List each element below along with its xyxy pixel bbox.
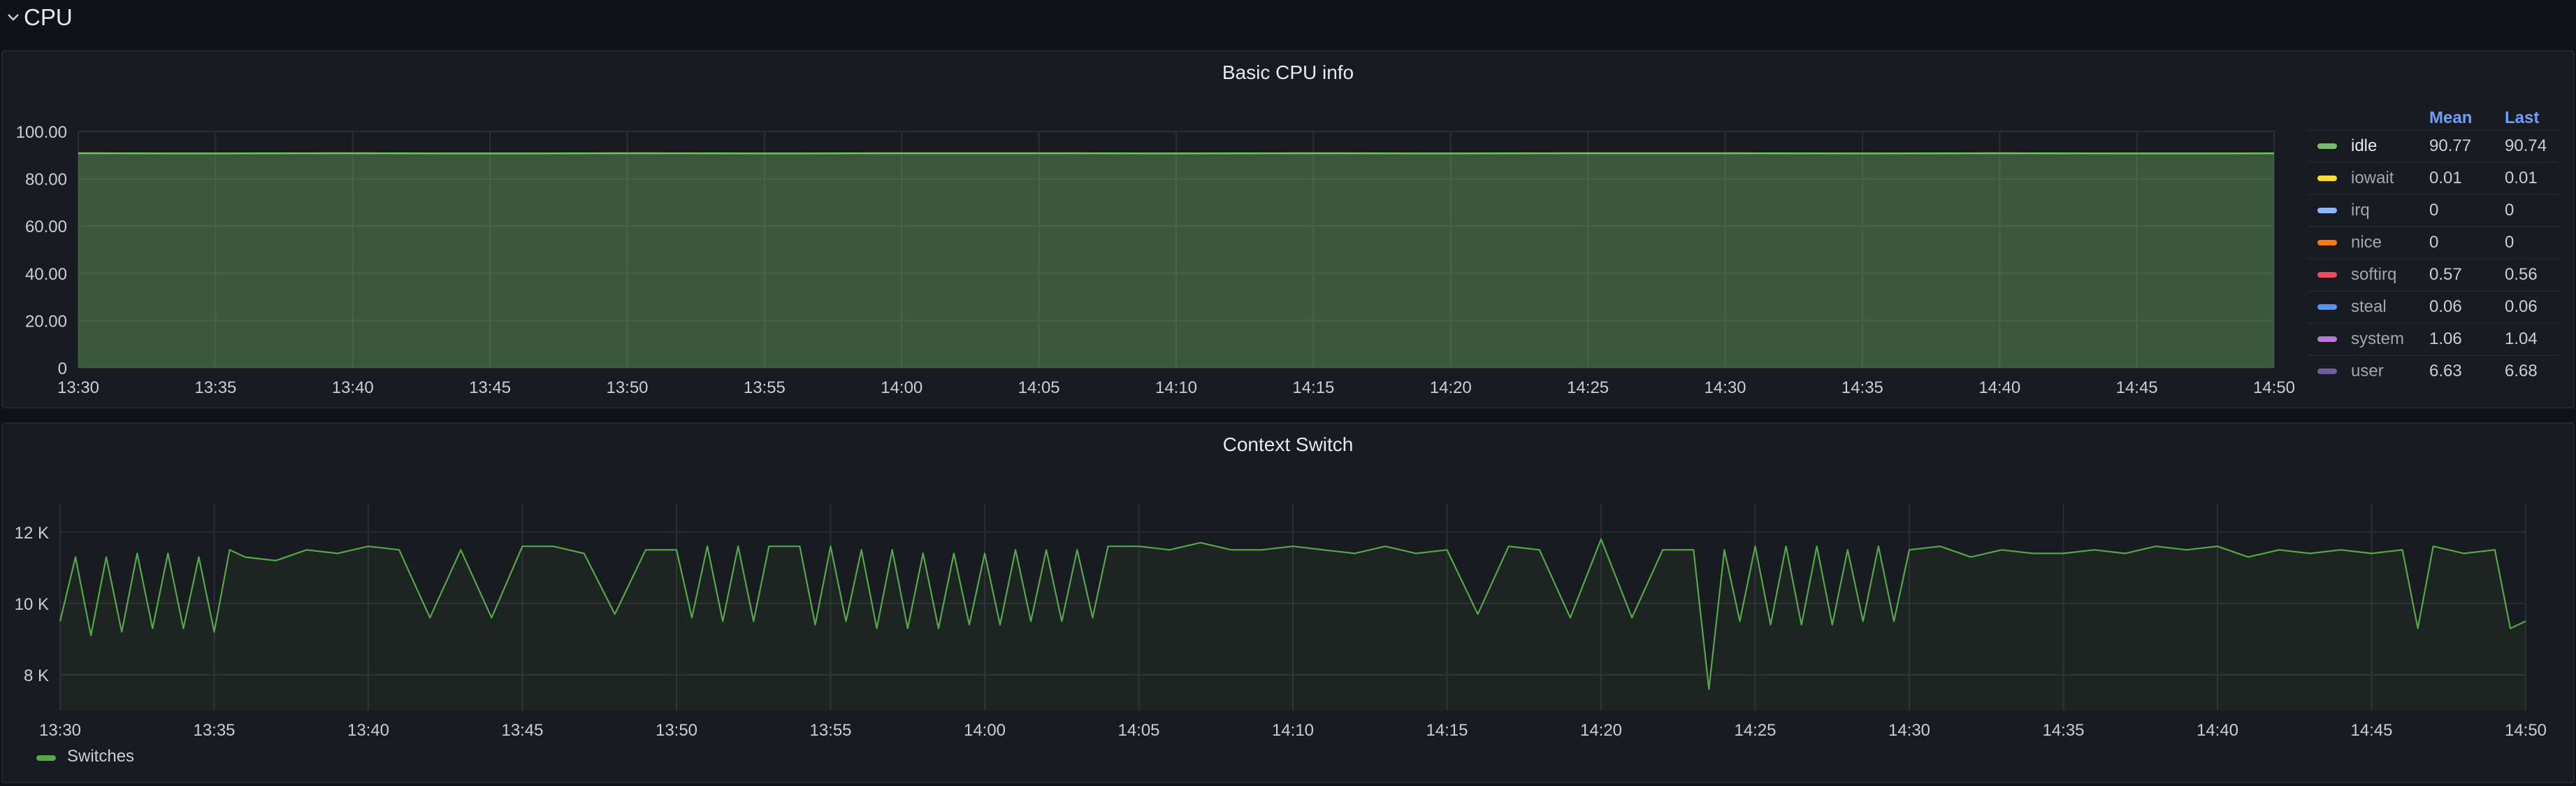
legend-row-iowait[interactable]: iowait 0.01 0.01	[2308, 162, 2559, 195]
y-tick-label: 10 K	[15, 595, 49, 614]
area-switches	[60, 539, 2526, 710]
x-tick-label: 13:40	[347, 721, 389, 740]
x-tick-label: 14:10	[1155, 378, 1197, 397]
legend-mean-value: 0.57	[2429, 265, 2462, 284]
legend-mean-value: 0.01	[2429, 169, 2462, 187]
x-tick-label: 13:30	[57, 378, 99, 397]
x-tick-label: 14:25	[1567, 378, 1609, 397]
x-tick-label: 14:20	[1430, 378, 1472, 397]
y-tick-label: 80.00	[25, 171, 67, 190]
legend-swatch	[2317, 176, 2337, 181]
legend-last-value: 90.74	[2505, 136, 2547, 155]
legend-mean-value: 0.06	[2429, 297, 2462, 316]
legend-swatch	[2317, 272, 2337, 278]
x-tick-label: 13:45	[469, 378, 511, 397]
x-tick-label: 13:50	[656, 721, 697, 740]
y-tick-label: 0	[58, 359, 67, 378]
panel-title-context-switch: Context Switch	[1222, 434, 1354, 455]
legend-row-user[interactable]: user 6.63 6.68	[2308, 355, 2559, 388]
legend-last-value: 0	[2505, 201, 2515, 220]
legend-last-value: 0.06	[2505, 297, 2538, 316]
x-tick-label: 14:45	[2116, 378, 2158, 397]
x-tick-label: 14:35	[1841, 378, 1883, 397]
y-tick-label: 8 K	[24, 666, 49, 685]
legend-label-switches: Switches	[67, 747, 135, 766]
legend-mean-value: 6.63	[2429, 362, 2462, 380]
x-tick-label: 14:10	[1272, 721, 1314, 740]
legend-row-system[interactable]: system 1.06 1.04	[2308, 322, 2559, 356]
y-tick-label: 12 K	[15, 524, 49, 543]
legend-mean-value: 0	[2429, 233, 2439, 252]
x-tick-label: 14:45	[2350, 721, 2392, 740]
legend-series-name: idle	[2351, 136, 2378, 155]
x-tick-label: 13:35	[193, 721, 235, 740]
y-tick-label: 60.00	[25, 217, 67, 236]
legend-series-name: user	[2351, 362, 2384, 380]
legend-swatch-switches	[36, 755, 56, 761]
x-tick-label: 13:45	[501, 721, 543, 740]
legend-mean-value: 90.77	[2429, 136, 2472, 155]
legend-swatch	[2317, 240, 2337, 245]
x-tick-label: 14:50	[2253, 378, 2295, 397]
x-tick-label: 14:00	[881, 378, 922, 397]
legend-last-value: 0.01	[2505, 169, 2538, 187]
legend-series-name: iowait	[2351, 169, 2394, 187]
legend-swatch	[2317, 208, 2337, 213]
legend-series-name: steal	[2351, 297, 2387, 316]
legend-header-mean[interactable]: Mean	[2429, 108, 2473, 127]
legend-swatch	[2317, 304, 2337, 310]
legend-row-irq[interactable]: irq 0 0	[2308, 194, 2559, 227]
cpu-area-chart[interactable]: 0 20.00 40.00 60.00 80.00 100.00 13:30 13:35 13:…	[0, 0, 2576, 420]
x-tick-label: 14:05	[1117, 721, 1159, 740]
x-tick-label: 13:55	[809, 721, 851, 740]
legend-mean-value: 1.06	[2429, 329, 2462, 348]
x-tick-label: 14:40	[2197, 721, 2238, 740]
x-tick-label: 13:30	[39, 721, 81, 740]
legend-mean-value: 0	[2429, 201, 2439, 220]
x-tick-label: 14:30	[1888, 721, 1930, 740]
legend-row-steal[interactable]: steal 0.06 0.06	[2308, 290, 2559, 324]
legend-last-value: 1.04	[2505, 329, 2538, 348]
x-tick-label: 14:15	[1426, 721, 1468, 740]
legend-swatch	[2317, 336, 2337, 342]
legend-series-name: system	[2351, 329, 2405, 348]
x-tick-label: 14:40	[1978, 378, 2020, 397]
panel-title-basic-cpu-info: Basic CPU info	[1222, 62, 1354, 83]
y-tick-label: 100.00	[16, 123, 67, 142]
legend-last-value: 0	[2505, 233, 2515, 252]
y-tick-label: 40.00	[25, 265, 67, 284]
legend-last-value: 0.56	[2505, 265, 2538, 284]
legend-row-idle[interactable]: idle 90.77 90.74	[2308, 129, 2559, 163]
row-title: CPU	[24, 4, 73, 30]
x-tick-label: 13:50	[606, 378, 648, 397]
legend-header-last[interactable]: Last	[2505, 108, 2540, 127]
x-tick-label: 14:50	[2505, 721, 2547, 740]
legend-series-name: irq	[2351, 201, 2370, 220]
x-tick-label: 14:15	[1292, 378, 1334, 397]
x-tick-label: 14:30	[1704, 378, 1746, 397]
x-tick-label: 13:35	[194, 378, 236, 397]
legend-series-name: nice	[2351, 233, 2382, 252]
y-tick-label: 20.00	[25, 312, 67, 331]
area-idle	[78, 153, 2274, 368]
x-tick-label: 14:20	[1580, 721, 1622, 740]
x-tick-label: 14:25	[1734, 721, 1776, 740]
legend-swatch	[2317, 143, 2337, 149]
legend-row-nice[interactable]: nice 0 0	[2308, 226, 2559, 259]
panel-basic-cpu-info: Basic CPU info	[1, 50, 2575, 408]
legend-last-value: 6.68	[2505, 362, 2538, 380]
x-tick-label: 13:55	[744, 378, 786, 397]
x-tick-label: 13:40	[332, 378, 374, 397]
series-line-switches	[59, 538, 2526, 690]
legend-swatch	[2317, 369, 2337, 374]
legend-row-softirq[interactable]: softirq 0.57 0.56	[2308, 258, 2559, 292]
x-tick-label: 14:35	[2042, 721, 2084, 740]
x-tick-label: 14:00	[964, 721, 1006, 740]
row-header-cpu[interactable]: CPU	[0, 0, 2576, 42]
x-tick-label: 14:05	[1018, 378, 1060, 397]
chevron-down-icon[interactable]	[6, 10, 21, 25]
legend-series-name: softirq	[2351, 265, 2397, 284]
